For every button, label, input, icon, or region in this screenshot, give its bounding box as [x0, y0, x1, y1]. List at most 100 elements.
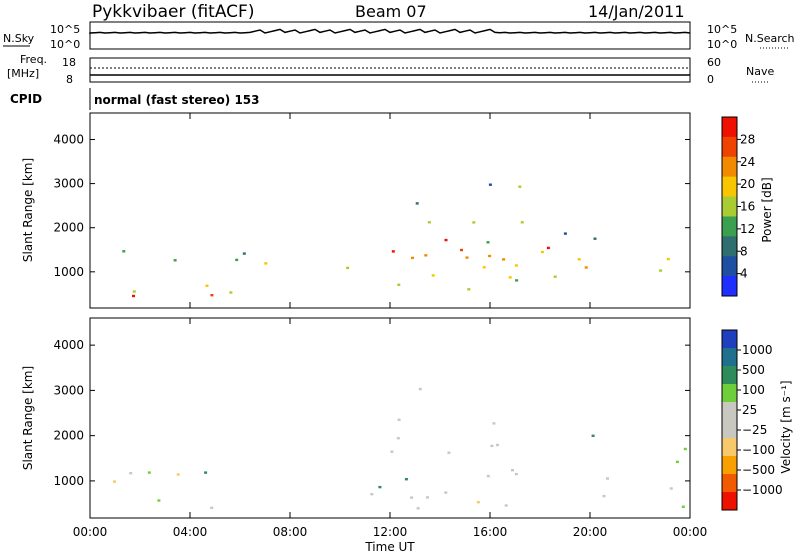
power-cell	[482, 266, 486, 269]
velocity-colorbar-swatch	[722, 456, 737, 475]
power-cell	[424, 254, 428, 257]
velocity-cell	[486, 474, 490, 478]
velocity-colorbar-tick-label: 500	[742, 363, 765, 377]
power-cell	[229, 291, 233, 294]
velocity-cell	[410, 496, 414, 499]
velocity-cell	[490, 444, 494, 448]
x-axis-label: Time UT	[364, 540, 415, 554]
noise-trace	[89, 28, 691, 34]
power-cell	[563, 232, 567, 235]
power-cell	[205, 284, 209, 287]
power-colorbar-tick-label: 16	[740, 200, 755, 214]
velocity-colorbar-tick-label: 1000	[742, 343, 773, 357]
velocity-colorbar-frame	[721, 329, 738, 511]
power-cell	[514, 264, 518, 267]
power-colorbar-tick-label: 20	[740, 177, 755, 191]
power-cell	[444, 238, 448, 242]
velocity-cell	[681, 505, 685, 508]
power-colorbar-tick-label: 8	[740, 244, 748, 258]
power-cell	[577, 258, 581, 261]
x-tick-label: 16:00	[473, 525, 508, 539]
power-colorbar-swatch	[722, 276, 737, 297]
velocity-colorbar-swatch	[722, 366, 737, 385]
velocity-colorbar-swatch	[722, 438, 737, 457]
power-cell	[411, 256, 414, 260]
power-colorbar-swatch	[722, 196, 737, 217]
power-y-axis: 1000 2000 3000 4000	[53, 132, 690, 279]
velocity-y-axis: 1000 2000 3000 4000	[53, 338, 690, 488]
velocity-cell	[447, 451, 451, 454]
power-cell	[465, 256, 469, 259]
velocity-colorbar-swatch	[722, 330, 737, 349]
velocity-cell	[204, 471, 208, 474]
power-cell	[666, 257, 670, 261]
velocity-cell	[602, 494, 606, 498]
power-cell	[132, 290, 136, 293]
velocity-cell	[675, 460, 679, 464]
power-cell	[553, 275, 557, 278]
power-colorbar-swatch	[722, 117, 737, 138]
power-cell	[472, 221, 476, 224]
date-title: 14/Jan/2011	[588, 2, 685, 21]
velocity-cell	[396, 437, 400, 440]
x-tick-label: 08:00	[273, 525, 308, 539]
freq-tick-bottom: 8	[66, 73, 73, 86]
velocity-colorbar-label: Velocity [m s⁻¹]	[779, 380, 793, 473]
velocity-panel-frame	[89, 317, 691, 519]
time-x-axis: 00:00 04:00 08:00 12:00 16:00 20:00 00:00	[73, 113, 708, 539]
velocity-cell	[176, 473, 180, 476]
freq-panel-frame	[89, 57, 691, 83]
nave-tick-bottom: 0	[707, 73, 714, 86]
velocity-colorbar-tick-label: 25	[742, 403, 757, 417]
power-cell	[515, 279, 519, 282]
nave-label: Nave	[746, 65, 774, 78]
power-cell	[520, 221, 524, 224]
x-tick-label: 00:00	[673, 525, 708, 539]
power-panel-frame	[89, 112, 691, 309]
y-tick-label: 2000	[53, 221, 84, 235]
velocity-cell	[606, 477, 609, 480]
y-tick-label: 3000	[53, 177, 84, 191]
freq-unit-label: [MHz]	[7, 67, 39, 80]
x-tick-label: 00:00	[73, 525, 108, 539]
power-cell	[488, 254, 492, 258]
velocity-cell	[370, 493, 374, 496]
x-tick-label: 20:00	[573, 525, 608, 539]
y-tick-label: 4000	[53, 338, 84, 352]
y-tick-label: 3000	[53, 383, 84, 397]
velocity-cell	[404, 478, 408, 481]
power-cell	[264, 262, 268, 265]
power-cell	[486, 241, 490, 244]
power-cell	[132, 294, 135, 298]
velocity-cell	[444, 491, 448, 494]
velocity-colorbar-swatch	[722, 492, 737, 511]
power-cell	[210, 294, 214, 297]
velocity-cell	[591, 434, 595, 437]
noise-panel-frame	[89, 21, 691, 50]
velocity-colorbar: 1000 500 100 25 −25 −100 −500 −1000	[721, 329, 783, 511]
beam-title: Beam 07	[355, 2, 427, 21]
velocity-cell	[390, 450, 394, 453]
y-tick-label: 4000	[53, 132, 84, 146]
velocity-colorbar-tick-label: −1000	[742, 483, 783, 497]
velocity-colorbar-swatch	[722, 474, 737, 493]
velocity-colorbar-swatch	[722, 348, 737, 367]
x-tick-label: 12:00	[373, 525, 408, 539]
nsky-label: N.Sky	[3, 32, 35, 45]
velocity-cell	[397, 418, 401, 421]
y-tick-label: 1000	[53, 474, 84, 488]
velocity-colorbar-tick-label: −100	[742, 443, 775, 457]
velocity-cell	[514, 472, 518, 476]
power-cell	[173, 259, 177, 262]
y-tick-label: 2000	[53, 429, 84, 443]
power-cell	[235, 258, 239, 262]
power-colorbar-tick-label: 4	[740, 267, 748, 281]
power-colorbar-tick-label: 28	[740, 132, 755, 146]
nsearch-tick-bottom: 10^0	[707, 38, 737, 51]
power-cell	[467, 288, 471, 291]
nsearch-label: N.Search	[745, 32, 795, 45]
velocity-cell	[476, 501, 480, 504]
freq-label: Freq.	[20, 53, 47, 66]
power-cell	[427, 221, 431, 224]
